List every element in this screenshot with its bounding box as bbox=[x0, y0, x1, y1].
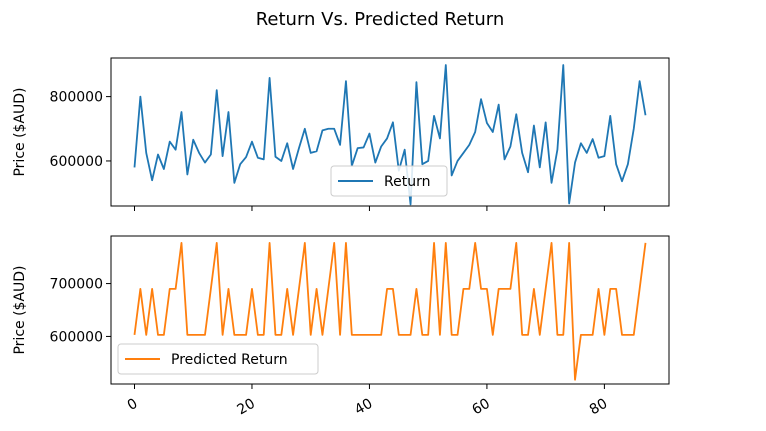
predicted-y-ticks: 600000 700000 bbox=[50, 277, 111, 345]
predicted-legend-label: Predicted Return bbox=[171, 352, 288, 368]
x-tick-label: 40 bbox=[352, 396, 375, 419]
predicted-y-axis-label: Price ($AUD) bbox=[12, 265, 28, 354]
x-tick-label: 60 bbox=[469, 396, 492, 419]
return-x-ticks bbox=[133, 206, 605, 211]
chart-title: Return Vs. Predicted Return bbox=[256, 9, 505, 30]
predicted-panel: 600000 700000 0 20 40 60 80 Price ($AUD) Pred… bbox=[12, 235, 670, 419]
return-legend: Return bbox=[330, 165, 448, 197]
x-tick-label: 80 bbox=[587, 396, 610, 419]
x-tick-label: 20 bbox=[235, 396, 258, 419]
y-tick-label: 600000 bbox=[50, 154, 103, 170]
x-tick-label: 0 bbox=[125, 396, 141, 414]
y-tick-label: 600000 bbox=[50, 329, 103, 345]
y-tick-label: 800000 bbox=[50, 90, 103, 106]
return-panel: 600000 800000 Price ($AUD) Return bbox=[12, 57, 670, 211]
return-y-ticks: 600000 800000 bbox=[50, 90, 111, 170]
predicted-series-line bbox=[133, 241, 647, 381]
predicted-legend-box bbox=[117, 343, 319, 375]
predicted-legend: Predicted Return bbox=[117, 343, 319, 375]
return-legend-label: Return bbox=[384, 174, 430, 190]
return-series-line bbox=[133, 64, 647, 206]
predicted-x-ticks: 0 20 40 60 80 bbox=[125, 384, 610, 419]
y-tick-label: 700000 bbox=[50, 277, 103, 293]
return-y-axis-label: Price ($AUD) bbox=[12, 87, 28, 176]
return-legend-box bbox=[330, 165, 448, 197]
